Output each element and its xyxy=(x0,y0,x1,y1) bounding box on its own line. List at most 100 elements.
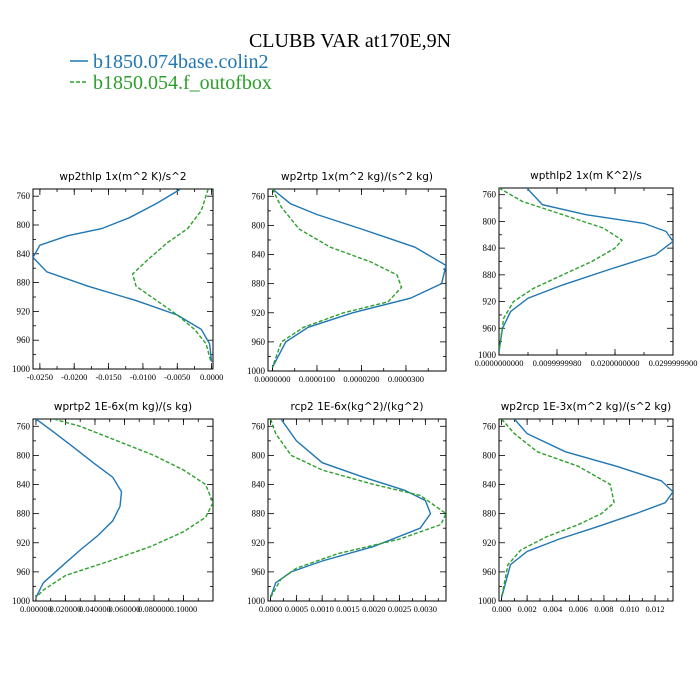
y-tick-label: 920 xyxy=(252,538,266,548)
y-tick-label: 800 xyxy=(252,220,266,230)
x-tick-label: 0.0030 xyxy=(414,604,437,614)
x-tick-label: 0.10000 xyxy=(170,604,198,614)
x-tick-label: 0.0000000 xyxy=(254,374,290,384)
x-tick-label: 0.0000 xyxy=(259,604,282,614)
x-tick-label: 0.0000300 xyxy=(388,374,424,384)
y-tick-label: 760 xyxy=(252,421,266,431)
y-tick-label: 880 xyxy=(483,509,497,519)
panel-title: wp2rcp 1E-3x(m^2 kg)/(s^2 kg) xyxy=(501,401,672,413)
panel-4: wprtp2 1E-6x(m kg)/(s kg) 760 800 840 880 920… xyxy=(12,401,214,614)
y-tick-label: 960 xyxy=(252,567,266,577)
series-line-outofbox xyxy=(271,189,403,368)
x-tick-label: 0.0000 xyxy=(200,372,223,382)
panels: wp2thlp 1x(m^2 K)/s^2 760 800 840 880 920 960 1… xyxy=(12,170,697,614)
y-tick-label: 880 xyxy=(252,509,266,519)
y-tick-label: 880 xyxy=(17,278,31,288)
panel-6: wp2rcp 1E-3x(m^2 kg)/(s^2 kg) 760 800 840 88… xyxy=(478,401,674,614)
y-tick-label: 920 xyxy=(252,308,266,318)
x-tick-label: -0.0200 xyxy=(61,372,87,382)
x-tick-label: 0.0005 xyxy=(285,604,308,614)
panel-3: wpthlp2 1x(m K^2)/s 760 800 840 880 920 960 100… xyxy=(475,170,698,368)
y-tick-label: 1000 xyxy=(247,366,266,376)
x-tick-label: -0.0150 xyxy=(95,372,121,382)
x-tick-label: 0.0025 xyxy=(388,604,411,614)
x-tick-label: 0.002 xyxy=(518,604,537,614)
series-line-outofbox xyxy=(35,419,213,598)
panel-title: wp2thlp 1x(m^2 K)/s^2 xyxy=(59,171,186,183)
y-tick-label: 800 xyxy=(17,450,31,460)
y-tick-label: 800 xyxy=(483,216,497,226)
y-tick-label: 800 xyxy=(483,450,497,460)
x-tick-label: 0.0010 xyxy=(310,604,333,614)
y-tick-label: 920 xyxy=(17,306,31,316)
y-tick-label: 800 xyxy=(17,220,31,230)
y-tick-label: 880 xyxy=(483,270,497,280)
figure-title: CLUBB VAR at170E,9N xyxy=(249,30,451,52)
y-tick-label: 1000 xyxy=(12,596,31,606)
y-tick-label: 920 xyxy=(483,538,497,548)
y-tick-label: 960 xyxy=(17,567,31,577)
series-line-outofbox xyxy=(499,188,624,352)
y-tick-label: 960 xyxy=(483,323,497,333)
y-tick-label: 760 xyxy=(483,190,497,200)
y-tick-label: 840 xyxy=(17,249,31,259)
legend-label-2: b1850.054.f_outofbox xyxy=(93,72,272,94)
series-line-outofbox xyxy=(131,189,212,362)
plot-frame xyxy=(498,187,674,356)
panel-title: rcp2 1E-6x(kg^2)/(kg^2) xyxy=(291,401,424,413)
y-tick-label: 840 xyxy=(17,480,31,490)
y-tick-label: 840 xyxy=(252,480,266,490)
y-tick-label: 1000 xyxy=(12,364,31,374)
x-tick-label: 0.000 xyxy=(492,604,511,614)
y-tick-label: 880 xyxy=(252,279,266,289)
x-tick-label: 0.0299999900 xyxy=(649,358,698,368)
x-tick-label: 0.0020 xyxy=(362,604,385,614)
x-tick-label: 0.060000 xyxy=(109,604,141,614)
y-tick-label: 840 xyxy=(483,480,497,490)
legend-label-1: b1850.074base.colin2 xyxy=(93,51,269,73)
x-tick-label: 0.0099999980 xyxy=(533,358,582,368)
y-tick-label: 960 xyxy=(252,337,266,347)
x-tick-label: -0.0100 xyxy=(130,372,156,382)
y-tick-label: 1000 xyxy=(478,350,497,360)
y-tick-label: 960 xyxy=(483,567,497,577)
series-line-base xyxy=(269,419,432,598)
plot-frame xyxy=(32,418,214,602)
series-line-base xyxy=(33,189,213,362)
x-tick-label: 0.006 xyxy=(569,604,588,614)
y-tick-label: 760 xyxy=(252,191,266,201)
x-tick-label: 0.010 xyxy=(620,604,639,614)
y-tick-label: 760 xyxy=(17,191,31,201)
y-tick-label: 920 xyxy=(483,297,497,307)
x-tick-label: 0.004 xyxy=(543,604,563,614)
series-line-base xyxy=(499,188,673,352)
plot-frame xyxy=(267,188,447,372)
x-tick-label: -0.0250 xyxy=(27,372,53,382)
panel-title: wpthlp2 1x(m K^2)/s xyxy=(530,170,642,182)
x-tick-label: 0.0200000000 xyxy=(591,358,640,368)
x-tick-label: 0.0000000000 xyxy=(475,358,524,368)
panel-1: wp2thlp 1x(m^2 K)/s^2 760 800 840 880 920 960 1… xyxy=(12,171,223,382)
x-tick-label: 0.000000 xyxy=(20,604,52,614)
x-tick-label: 0.0000100 xyxy=(299,374,335,384)
legend: b1850.074base.colin2 b1850.054.f_outofbo… xyxy=(70,51,272,94)
x-tick-label: 0.080000 xyxy=(138,604,170,614)
series-line-base xyxy=(35,419,123,598)
y-tick-label: 760 xyxy=(483,421,497,431)
x-tick-label: 0.008 xyxy=(594,604,613,614)
y-tick-label: 920 xyxy=(17,538,31,548)
panel-2: wp2rtp 1x(m^2 kg)/(s^2 kg) 760 800 840 880 92… xyxy=(247,171,447,384)
y-tick-label: 760 xyxy=(17,421,31,431)
plot-frame xyxy=(267,418,447,602)
plot-frame xyxy=(498,418,674,602)
x-tick-label: -0.0050 xyxy=(164,372,190,382)
panel-5: rcp2 1E-6x(kg^2)/(kg^2) 760 800 840 880 920 96… xyxy=(247,401,447,614)
x-tick-label: 0.020000 xyxy=(50,604,82,614)
series-line-base xyxy=(500,419,673,598)
y-tick-label: 960 xyxy=(17,335,31,345)
panel-title: wp2rtp 1x(m^2 kg)/(s^2 kg) xyxy=(281,171,433,183)
plot-frame xyxy=(32,188,214,370)
series-line-outofbox xyxy=(269,419,446,598)
y-tick-label: 840 xyxy=(252,250,266,260)
